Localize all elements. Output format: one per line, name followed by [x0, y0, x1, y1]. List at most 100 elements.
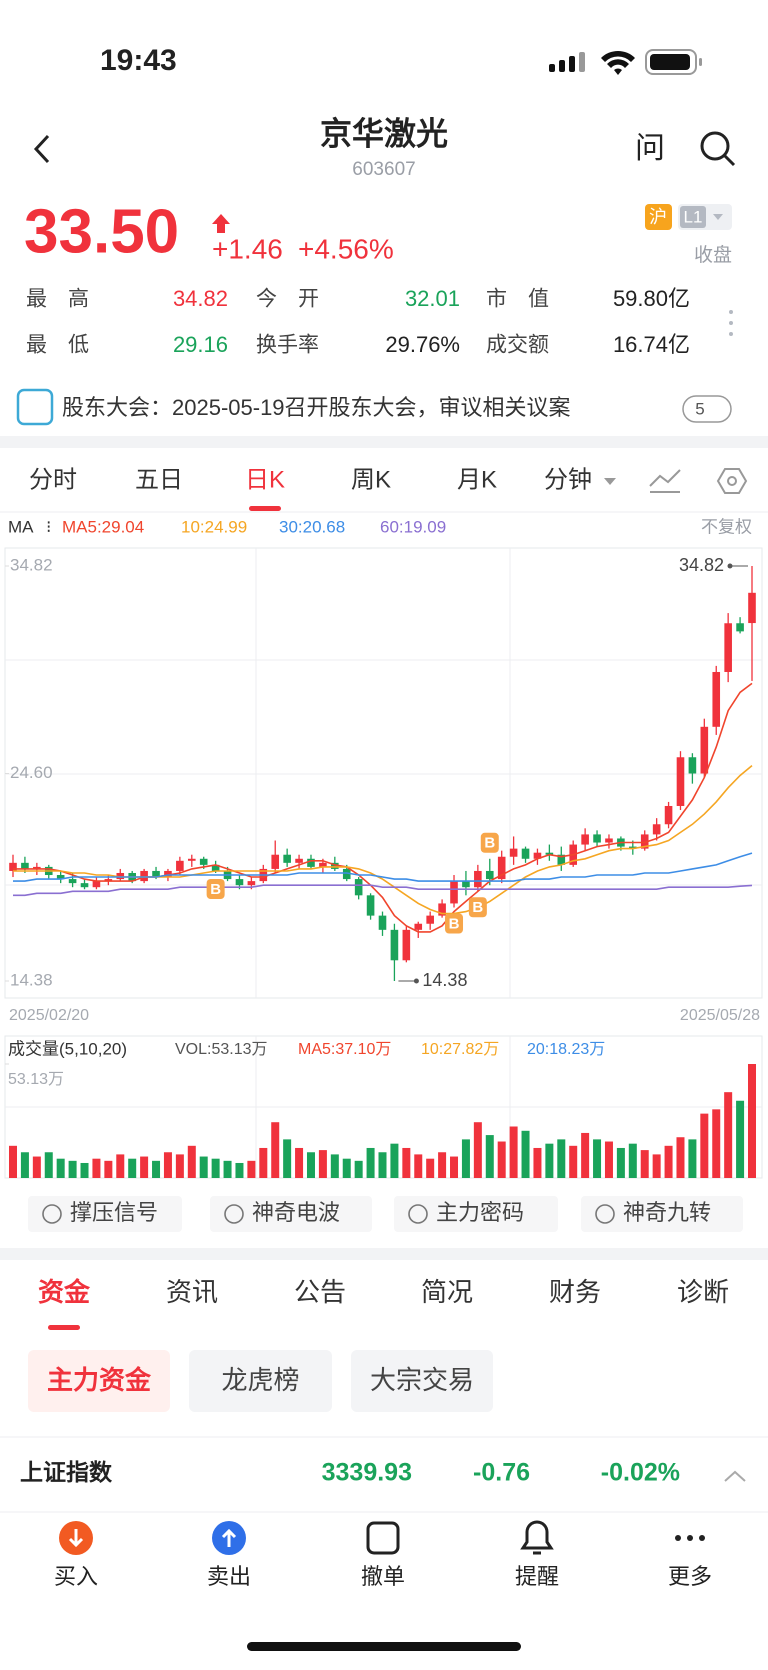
bottom-action[interactable]: 买入: [54, 1564, 98, 1589]
volume-bar: [736, 1100, 745, 1178]
volume-bar: [640, 1150, 649, 1178]
chart-tab[interactable]: 周K: [351, 466, 391, 493]
adjust-mode[interactable]: 不复权: [701, 517, 752, 536]
indicator-button[interactable]: [210, 1196, 372, 1232]
sub-tab[interactable]: [351, 1350, 493, 1412]
sub-tab-label[interactable]: 大宗交易: [370, 1365, 474, 1395]
index-value: 3339.93: [322, 1459, 412, 1487]
sub-tab[interactable]: [189, 1350, 332, 1412]
up-arrow: [212, 214, 230, 233]
sub-tab-label[interactable]: 龙虎榜: [221, 1365, 299, 1395]
volume-bar: [593, 1139, 602, 1178]
candle-body: [521, 848, 530, 859]
indicator-label[interactable]: 主力密码: [436, 1200, 524, 1225]
chart-tab[interactable]: 月K: [457, 466, 497, 493]
x-tick-label: 2025/05/28: [680, 1007, 760, 1024]
stat-label: 最 高: [26, 288, 89, 311]
candle-body: [378, 915, 387, 930]
candle-body: [700, 726, 709, 774]
search-button[interactable]: [700, 131, 736, 167]
volume-bar: [521, 1130, 530, 1178]
ma-line: [13, 852, 753, 882]
volume-bar: [330, 1154, 339, 1178]
volume-bar: [56, 1158, 65, 1178]
low-dot: [413, 978, 419, 984]
info-tab[interactable]: 资金: [38, 1277, 91, 1307]
indicator-label[interactable]: 撑压信号: [70, 1200, 158, 1225]
low-label: 14.38: [422, 970, 467, 990]
candle-body: [9, 862, 17, 871]
chart-tab[interactable]: 日K: [245, 466, 285, 493]
volume-title: 成交量(5,10,20): [8, 1039, 127, 1058]
volume-bar: [68, 1160, 77, 1178]
volume-bar: [116, 1154, 125, 1178]
ma-dots: ⁝: [46, 517, 51, 536]
indicator-label[interactable]: 神奇电波: [252, 1200, 340, 1225]
volume-bar: [247, 1160, 256, 1178]
bottom-action[interactable]: 更多: [668, 1564, 712, 1589]
candle-body: [485, 870, 494, 880]
candle-body: [92, 881, 101, 888]
volume-bar: [9, 1145, 17, 1178]
chart-tab[interactable]: 五日: [135, 466, 183, 493]
notice-text[interactable]: 股东大会：2025-05-19召开股东大会，审议相关议案: [62, 395, 571, 420]
stat-label: 今 开: [256, 288, 319, 311]
volume-bar: [545, 1143, 554, 1178]
market-badge: [645, 204, 672, 230]
bottom-action[interactable]: 提醒: [515, 1564, 559, 1589]
indicator-button[interactable]: [28, 1196, 182, 1232]
candle-body: [629, 846, 637, 849]
chart-tab[interactable]: 分时: [29, 466, 77, 493]
remind-icon: [520, 1520, 554, 1555]
candle-body: [366, 895, 375, 916]
stat-value: 32.01: [405, 286, 460, 311]
volume-bar: [199, 1156, 208, 1178]
stock-code: 603607: [352, 159, 415, 180]
candle-body: [80, 883, 89, 888]
volume-bar: [211, 1158, 220, 1178]
info-tab[interactable]: 简况: [421, 1277, 473, 1307]
info-tab[interactable]: 公告: [294, 1277, 346, 1307]
info-tab[interactable]: 诊断: [677, 1277, 729, 1307]
volume-ma-label: 10:27.82万: [421, 1041, 499, 1058]
settings[interactable]: [716, 468, 748, 494]
volume-bar: [390, 1143, 399, 1178]
stat-label: 最 低: [26, 334, 89, 357]
stat-value: 29.16: [173, 332, 228, 357]
volume-bar: [378, 1152, 387, 1178]
volume-bar: [712, 1109, 721, 1178]
ask-button[interactable]: 问: [635, 132, 665, 165]
minute-caret: [604, 478, 616, 485]
back-button[interactable]: [33, 134, 50, 164]
ma-line: [13, 884, 753, 897]
chart-tab[interactable]: 分钟: [544, 466, 592, 493]
bottom-action[interactable]: 撤单: [361, 1564, 405, 1589]
candle-body: [640, 834, 649, 849]
market-state: 收盘: [694, 244, 732, 266]
sub-tab-label[interactable]: 主力资金: [47, 1365, 152, 1395]
candle-body: [342, 868, 351, 880]
info-tab[interactable]: 财务: [549, 1277, 601, 1307]
volume-bar: [354, 1160, 363, 1178]
info-tab-underline: [48, 1325, 80, 1330]
volume-bar: [581, 1132, 590, 1178]
bottom-action[interactable]: 卖出: [207, 1564, 251, 1589]
indicator-label[interactable]: 神奇九转: [623, 1200, 711, 1225]
volume-bar: [295, 1147, 304, 1178]
volume-top-label: 53.13万: [8, 1071, 64, 1088]
volume-ma-label: 20:18.23万: [527, 1041, 605, 1058]
candle-body: [736, 623, 744, 632]
indicator-button[interactable]: [394, 1196, 558, 1232]
volume-bar: [450, 1156, 459, 1178]
volume-bar: [497, 1141, 506, 1178]
volume-bar: [128, 1158, 137, 1178]
signal-label: B: [484, 835, 495, 852]
volume-bar: [44, 1152, 53, 1178]
info-tab[interactable]: 资讯: [166, 1277, 218, 1307]
candle-body: [187, 858, 196, 861]
indicator-button[interactable]: [581, 1196, 743, 1232]
draw-tool[interactable]: [649, 469, 681, 493]
sub-tab[interactable]: [28, 1350, 170, 1412]
stock-name: 京华激光: [320, 115, 448, 151]
settings-dot: [727, 476, 737, 486]
